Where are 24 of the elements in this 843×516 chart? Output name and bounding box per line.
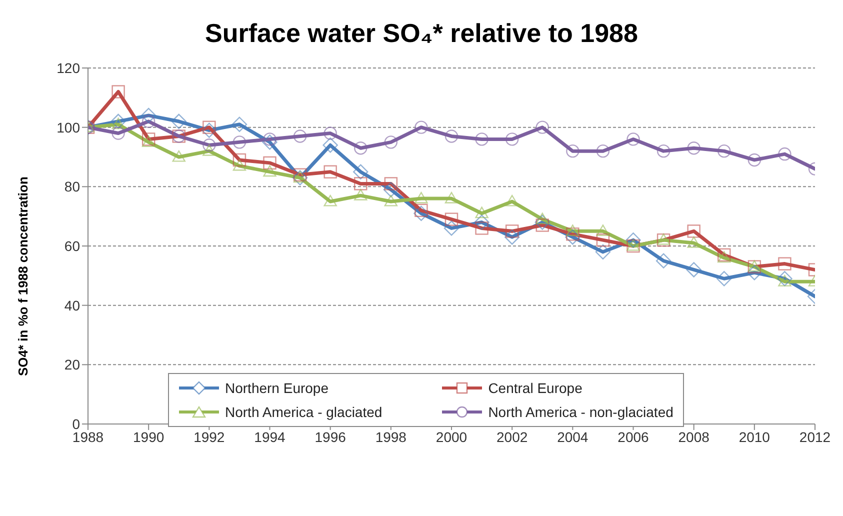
x-tick-label: 1996 [314, 428, 346, 445]
y-tick-label: 80 [64, 178, 80, 195]
y-axis-title: SO4* in %o f 1988 concentration [16, 176, 31, 376]
y-tick-label: 100 [56, 119, 80, 136]
x-tick-label: 1994 [254, 428, 286, 445]
chart-title: Surface water SO₄* relative to 1988 [204, 17, 639, 50]
x-tick-label: 2000 [436, 428, 468, 445]
x-tick-label: 1992 [194, 428, 225, 445]
y-tick-label: 20 [64, 356, 80, 373]
x-tick-label: 2012 [799, 428, 831, 445]
x-tick-label: 1990 [133, 428, 164, 445]
y-tick-label: 120 [56, 60, 80, 76]
x-tick-label: 2004 [557, 428, 588, 445]
x-tick-label: 2006 [618, 428, 650, 445]
legend-label: Central Europe [488, 380, 582, 396]
x-tick-label: 2008 [678, 428, 710, 445]
legend-label: North America - non-glaciated [488, 404, 674, 420]
x-tick-label: 2002 [496, 428, 528, 445]
y-tick-label: 60 [64, 238, 80, 254]
x-tick-label: 1998 [375, 428, 407, 445]
legend-label: Northern Europe [225, 380, 329, 396]
legend-label: North America - glaciated [225, 404, 382, 420]
x-tick-label: 2010 [738, 428, 770, 445]
y-tick-label: 40 [64, 297, 80, 314]
